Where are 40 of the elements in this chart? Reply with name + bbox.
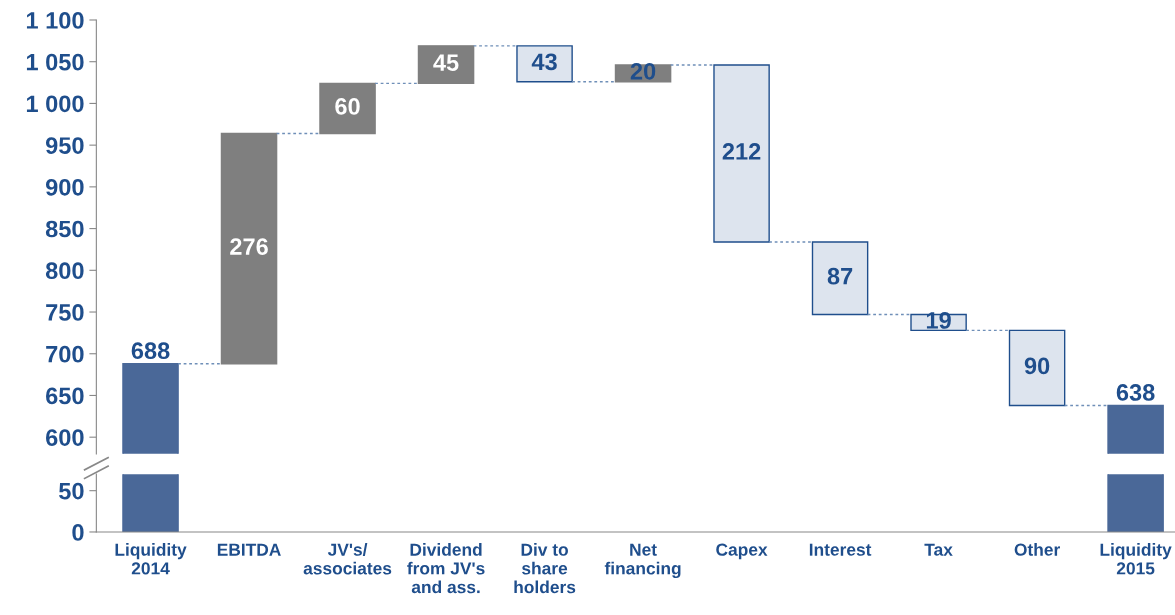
x-tick-label: Div to share holders	[514, 543, 576, 594]
data-label: 87	[827, 267, 853, 285]
data-label: 90	[1024, 357, 1050, 375]
y-tick-label: 650	[46, 387, 84, 405]
y-tick-label: 0	[72, 524, 84, 541]
bar	[713, 64, 770, 243]
x-tick-label: Dividend from JV's and ass.	[407, 543, 485, 594]
bar	[516, 45, 573, 83]
data-label: 20	[630, 63, 656, 80]
y-tick-label: 800	[45, 262, 84, 280]
x-tick-label: Other	[1014, 543, 1060, 556]
x-tick-label: Capex	[716, 543, 768, 560]
bar	[811, 241, 869, 316]
data-label: 688	[131, 342, 170, 360]
y-tick-label: 1 100	[26, 12, 84, 29]
data-label: 60	[335, 98, 360, 115]
y-tick-label: 600	[46, 429, 84, 446]
x-tick-label: Liquidity 2014	[115, 543, 187, 575]
data-label: 43	[531, 53, 557, 71]
y-tick-label: 850	[45, 220, 84, 238]
y-tick-label: 750	[46, 304, 84, 321]
bar	[1008, 329, 1066, 407]
data-label: 212	[722, 143, 761, 160]
x-tick-label: Liquidity 2015	[1100, 543, 1172, 575]
x-tick-label: Tax	[924, 543, 953, 556]
bar	[319, 82, 376, 135]
y-tick-label: 950	[45, 137, 84, 154]
y-tick-label: 1 000	[26, 95, 84, 113]
x-tick-label: Net financing	[604, 543, 681, 579]
data-label: 45	[433, 54, 459, 71]
y-tick-label: 700	[46, 345, 84, 363]
y-tick-label: 900	[45, 178, 84, 196]
data-label: 276	[230, 238, 268, 255]
x-tick-label: JV's/ associates	[303, 543, 392, 575]
x-tick-label: Interest	[809, 543, 872, 556]
bar	[220, 132, 278, 365]
data-label: 638	[1116, 384, 1155, 401]
y-tick-label: 1 050	[26, 53, 84, 71]
y-tick-label: 50	[59, 482, 84, 500]
x-tick-label: EBITDA	[217, 543, 281, 556]
